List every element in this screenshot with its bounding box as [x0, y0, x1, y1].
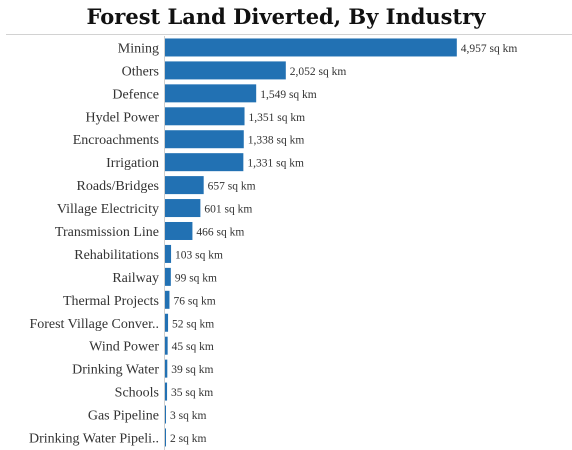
value-labels-group: 4,957 sq km 2,052 sq km 1,549 sq km 1,351 s… — [170, 43, 517, 445]
category-labels-group: Mining Others Defence Hydel Power Encroachme… — [29, 41, 159, 446]
value-label-3: 1,351 sq km — [249, 112, 306, 124]
category-label-6: Roads/Bridges — [77, 179, 159, 194]
value-label-11: 76 sq km — [173, 295, 215, 307]
category-label-4: Encroachments — [73, 133, 159, 148]
bar-6 — [165, 176, 204, 195]
value-label-6: 657 sq km — [208, 181, 256, 193]
value-label-16: 3 sq km — [170, 410, 206, 422]
bar-3 — [165, 107, 245, 126]
value-label-7: 601 sq km — [204, 204, 252, 216]
value-label-17: 2 sq km — [170, 433, 206, 445]
category-label-0: Mining — [118, 41, 159, 56]
value-label-10: 99 sq km — [175, 272, 217, 284]
category-label-11: Thermal Projects — [63, 294, 159, 309]
value-label-12: 52 sq km — [172, 318, 214, 330]
bar-15 — [165, 382, 168, 401]
category-label-7: Village Electricity — [57, 202, 159, 217]
category-label-17: Drinking Water Pipeli.. — [29, 431, 159, 446]
category-label-10: Railway — [112, 271, 159, 286]
bar-2 — [165, 84, 257, 103]
bar-8 — [165, 221, 193, 240]
category-label-3: Hydel Power — [86, 110, 160, 125]
category-label-14: Drinking Water — [72, 363, 159, 378]
bar-14 — [165, 359, 168, 378]
category-label-9: Rehabilitations — [74, 248, 159, 263]
value-label-4: 1,338 sq km — [248, 135, 305, 147]
value-label-15: 35 sq km — [171, 387, 213, 399]
category-label-5: Irrigation — [106, 156, 159, 171]
value-label-14: 39 sq km — [171, 364, 213, 376]
category-label-12: Forest Village Conver.. — [29, 317, 159, 332]
bar-0 — [165, 38, 457, 57]
bar-13 — [165, 336, 168, 355]
bar-16 — [165, 405, 166, 424]
category-label-1: Others — [122, 64, 159, 79]
category-label-16: Gas Pipeline — [88, 409, 159, 424]
value-label-0: 4,957 sq km — [461, 43, 518, 55]
bar-5 — [165, 153, 244, 172]
bars-group — [165, 38, 457, 447]
bar-11 — [165, 290, 170, 309]
value-label-2: 1,549 sq km — [260, 89, 317, 101]
bar-7 — [165, 199, 201, 218]
value-label-5: 1,331 sq km — [247, 158, 304, 170]
value-label-8: 466 sq km — [196, 226, 244, 238]
bar-9 — [165, 244, 172, 263]
value-label-1: 2,052 sq km — [290, 66, 347, 78]
title-divider — [6, 34, 572, 35]
bar-1 — [165, 61, 286, 80]
value-label-13: 45 sq km — [172, 341, 214, 353]
category-label-15: Schools — [115, 386, 159, 401]
category-label-8: Transmission Line — [55, 225, 159, 240]
bar-4 — [165, 130, 244, 149]
category-label-2: Defence — [112, 87, 159, 102]
chart-title: Forest Land Diverted, By Industry — [86, 4, 486, 29]
category-label-13: Wind Power — [89, 340, 159, 355]
value-label-9: 103 sq km — [175, 249, 223, 261]
bar-12 — [165, 313, 169, 332]
bar-10 — [165, 267, 171, 286]
bar-17 — [165, 428, 166, 447]
